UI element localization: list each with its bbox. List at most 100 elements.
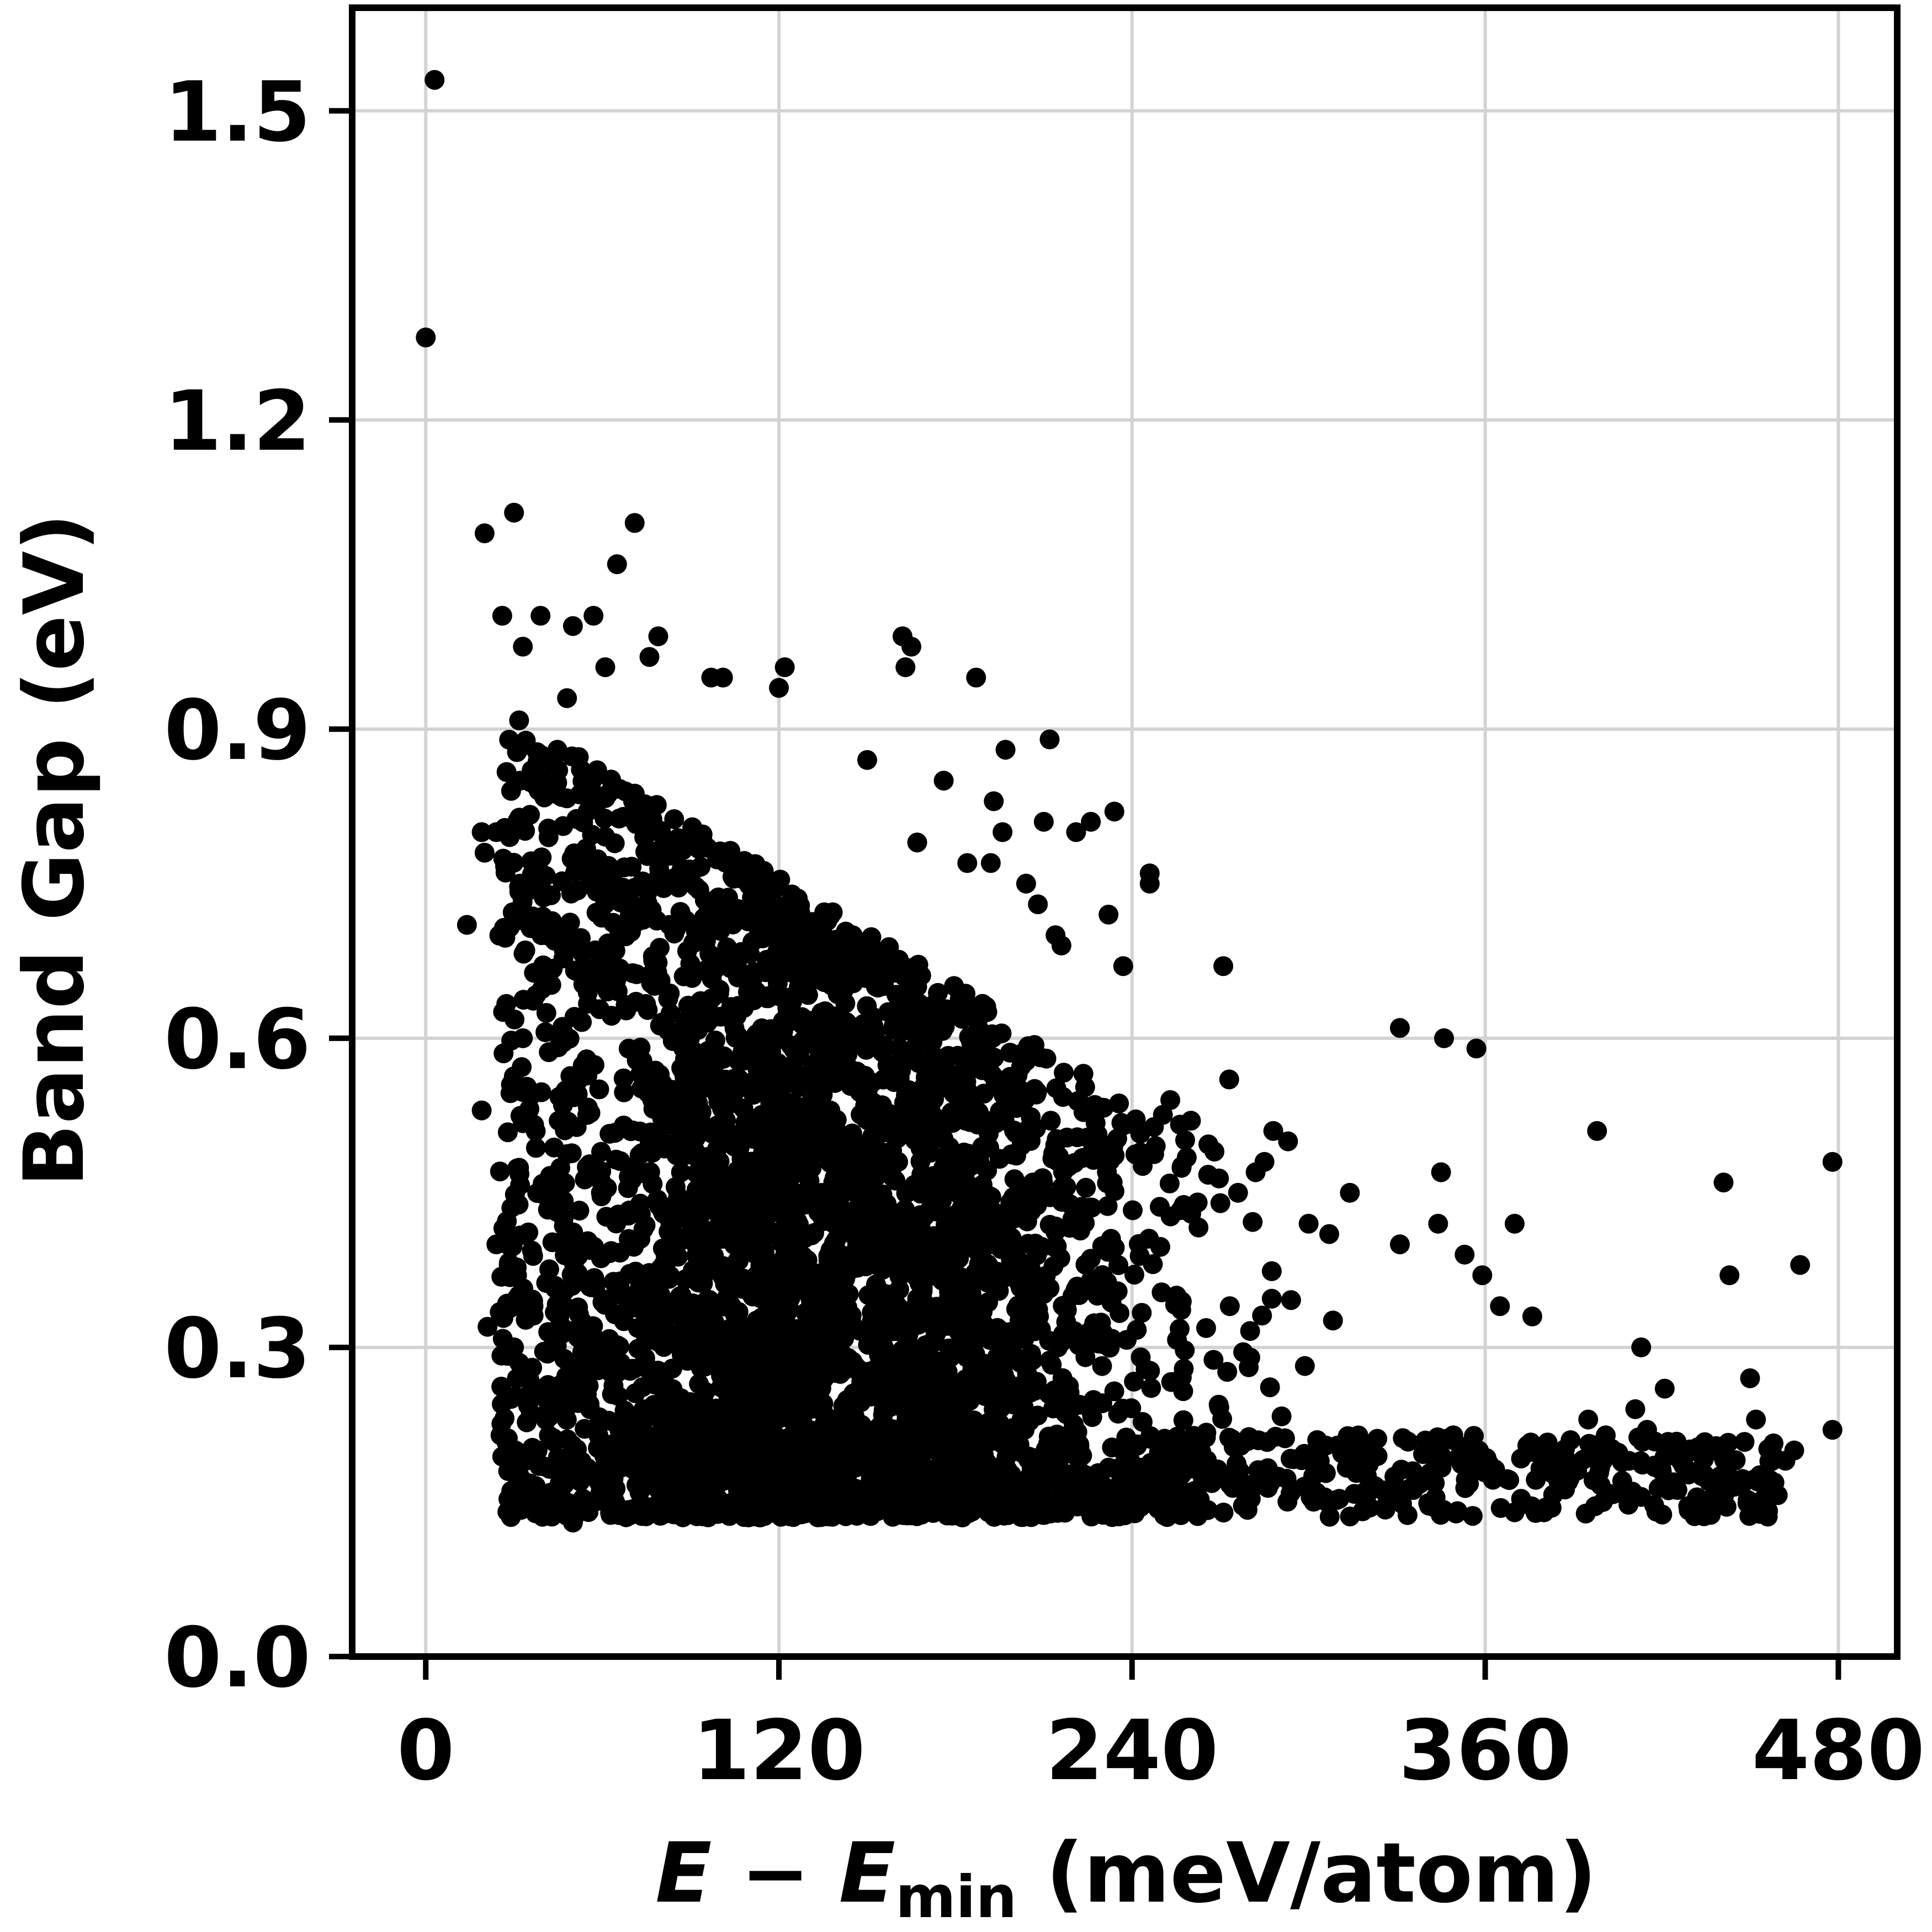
scatter-point-73 [1434, 1028, 1454, 1048]
y-axis-label: Band Gap (eV) [7, 513, 103, 1187]
scatter-point-2974 [1144, 1117, 1164, 1137]
scatter-point-4258 [1145, 1478, 1165, 1499]
scatter-point-3702 [535, 1022, 556, 1042]
scatter-point-112 [1219, 1069, 1239, 1090]
scatter-point-3364 [1039, 1350, 1060, 1371]
scatter-point-36 [457, 915, 477, 935]
scatter-point-22 [966, 667, 986, 688]
scatter-point-3110 [802, 1158, 822, 1178]
scatter-point-4040 [1483, 1469, 1503, 1490]
scatter-point-3446 [523, 1448, 543, 1469]
scatter-point-1793 [1041, 1111, 1061, 1131]
scatter-point-2952 [530, 773, 551, 793]
scatter-point-3188 [1111, 1113, 1132, 1133]
scatter-point-4210 [896, 1450, 916, 1470]
scatter-point-4261 [839, 1501, 859, 1521]
scatter-point-2454 [742, 886, 763, 906]
scatter-point-3287 [643, 951, 664, 970]
scatter-point-3084 [632, 1050, 652, 1071]
scatter-point-3718 [697, 1225, 717, 1245]
scatter-point-3632 [616, 885, 636, 906]
scatter-point-4315 [942, 1495, 963, 1515]
scatter-point-51 [1139, 873, 1160, 894]
scatter-point-3390 [896, 1004, 917, 1024]
scatter-point-57 [477, 1317, 498, 1337]
scatter-point-2858 [659, 1268, 680, 1289]
scatter-point-3537 [1039, 1214, 1060, 1235]
scatter-point-119 [1160, 1090, 1181, 1110]
scatter-point-3643 [1165, 1294, 1185, 1315]
scatter-point-1977 [936, 999, 957, 1020]
scatter-point-3171 [625, 1297, 645, 1318]
scatter-point-1 [424, 70, 445, 90]
scatter-point-3124 [916, 1067, 936, 1087]
scatter-point-2235 [555, 1245, 575, 1265]
scatter-point-4208 [899, 1484, 920, 1504]
scatter-point-2842 [650, 1015, 670, 1036]
scatter-point-3425 [923, 1374, 944, 1394]
scatter-point-3139 [1083, 1150, 1103, 1170]
scatter-point-2970 [1021, 1107, 1041, 1127]
scatter-point-3338 [1005, 1242, 1026, 1262]
scatter-point-3221 [709, 1213, 730, 1233]
scatter-point-3462 [741, 1279, 762, 1299]
scatter-point-3064 [599, 1329, 619, 1349]
scatter-point-2490 [965, 1240, 986, 1260]
scatter-point-3646 [1139, 1229, 1159, 1249]
scatter-point-1777 [1097, 1162, 1117, 1182]
scatter-point-114 [1263, 1121, 1283, 1141]
scatter-point-4032 [948, 1476, 969, 1496]
scatter-point-4087 [1257, 1432, 1277, 1452]
scatter-point-4254 [814, 1440, 835, 1461]
scatter-point-3647 [1261, 1261, 1282, 1281]
x-tick-label-0: 0 [397, 1703, 454, 1799]
scatter-point-4304 [1459, 1474, 1479, 1494]
scatter-point-13 [595, 657, 615, 677]
scatter-point-3550 [1016, 1258, 1037, 1278]
scatter-point-983 [686, 1163, 707, 1183]
scatter-point-23 [857, 750, 877, 770]
scatter-point-3696 [873, 1069, 894, 1090]
scatter-point-3231 [789, 1046, 810, 1066]
scatter-point-1768 [1161, 1372, 1181, 1392]
scatter-point-3488 [994, 1267, 1015, 1288]
scatter-point-3525 [691, 857, 711, 877]
scatter-point-3393 [526, 1121, 546, 1142]
scatter-point-3935 [690, 1478, 710, 1499]
scatter-point-3417 [969, 1185, 990, 1205]
scatter-point-1294 [587, 760, 607, 781]
scatter-point-2300 [987, 1318, 1007, 1338]
scatter-point-3008 [866, 1125, 886, 1145]
scatter-point-4279 [1043, 1439, 1063, 1459]
scatter-point-6 [492, 606, 512, 626]
scatter-point-4189 [1511, 1489, 1531, 1509]
scatter-point-3489 [877, 1193, 897, 1214]
scatter-point-3046 [824, 1214, 845, 1234]
scatter-point-3581 [789, 977, 809, 997]
x-tick-label-2: 240 [1045, 1703, 1218, 1799]
scatter-point-4082 [1695, 1464, 1715, 1485]
scatter-point-3348 [1059, 1194, 1080, 1214]
scatter-point-4240 [722, 1450, 742, 1471]
scatter-point-3623 [608, 1362, 628, 1382]
scatter-point-3567 [527, 876, 547, 896]
scatter-point-1703 [585, 1055, 604, 1075]
scatter-point-5 [607, 554, 627, 575]
scatter-point-3593 [1011, 1375, 1032, 1395]
scatter-point-3480 [615, 926, 636, 947]
scatter-point-54 [1113, 956, 1133, 976]
scatter-point-4288 [1189, 1451, 1209, 1472]
scatter-point-3146 [738, 856, 758, 876]
scatter-point-4275 [1679, 1464, 1699, 1485]
scatter-point-84 [1522, 1306, 1542, 1326]
scatter-point-4253 [758, 1486, 779, 1506]
scatter-point-3534 [821, 975, 842, 995]
scatter-point-4292 [1313, 1489, 1334, 1510]
scatter-point-2442 [523, 1296, 544, 1317]
scatter-point-3448 [572, 771, 593, 792]
scatter-point-3132 [866, 1107, 887, 1128]
scatter-point-4128 [1398, 1431, 1418, 1452]
scatter-point-3501 [631, 808, 651, 829]
scatter-point-2 [474, 523, 495, 544]
scatter-point-3397 [626, 991, 646, 1012]
